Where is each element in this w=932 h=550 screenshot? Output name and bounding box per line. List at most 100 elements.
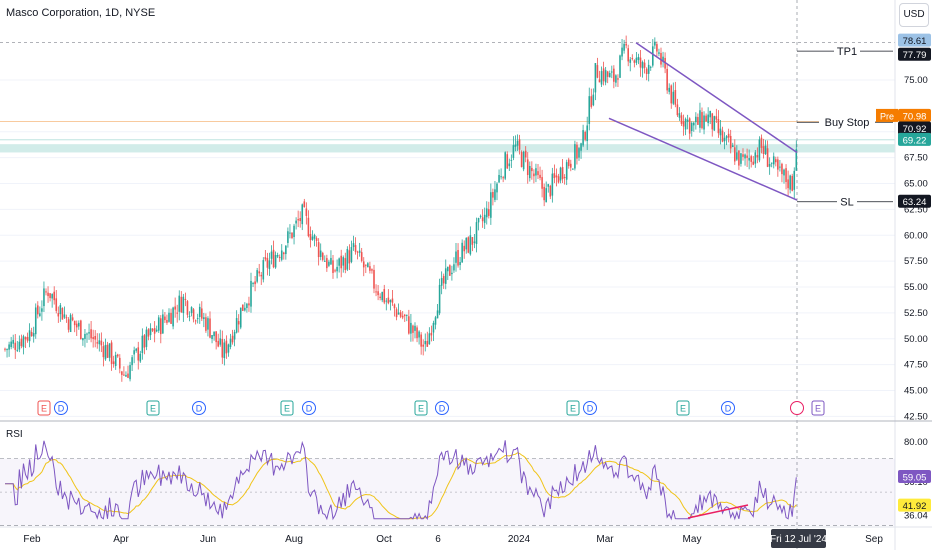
candle-body [65, 317, 68, 319]
candle-body [270, 251, 273, 259]
candle-body [791, 175, 793, 191]
candle-body [613, 68, 615, 82]
earnings-marker [414, 400, 428, 416]
earnings-marker [146, 400, 160, 416]
candle-body [131, 357, 133, 366]
candle-body [49, 293, 51, 299]
candle-body [114, 354, 117, 367]
candle-body [141, 335, 144, 354]
candle-body [682, 121, 685, 127]
candle-body [600, 71, 603, 85]
candle-body [39, 313, 41, 316]
candle-body [360, 252, 363, 261]
candle-body [334, 270, 336, 272]
candle-body [775, 159, 777, 163]
candle-body [461, 242, 463, 263]
candle-body [188, 315, 191, 317]
candle-body [264, 257, 267, 260]
candle-body [362, 261, 365, 268]
price-tick-label: 55.00 [904, 282, 928, 293]
candle-body [518, 139, 521, 150]
split-marker-icon [790, 401, 804, 415]
candle-body [479, 215, 482, 217]
candle-body [285, 245, 287, 255]
candle-body [330, 257, 332, 265]
candle-body [570, 163, 572, 168]
candle-body [34, 307, 37, 335]
candle-body [102, 346, 105, 358]
candle-body [483, 214, 486, 223]
candle-body [395, 309, 398, 318]
candle-body [406, 314, 408, 316]
dividend-marker-label: D [439, 404, 446, 414]
candle-body [455, 251, 457, 263]
candle-body [162, 314, 164, 334]
candle-body [504, 152, 506, 179]
candle-body [41, 308, 43, 312]
candle-body [625, 43, 627, 46]
candle-body [676, 104, 679, 116]
candle-body [67, 319, 70, 330]
candle-body [758, 139, 761, 161]
candle-body [293, 225, 295, 238]
candle-body [467, 237, 470, 253]
candle-body [14, 342, 17, 350]
candle-body [633, 60, 636, 63]
candle-body [574, 144, 576, 169]
candle-body [172, 307, 174, 327]
candle-body [276, 254, 279, 257]
currency-button[interactable]: USD [899, 3, 929, 27]
candle-body [604, 70, 607, 83]
candle-body [516, 140, 519, 146]
dividend-marker-label: D [306, 404, 313, 414]
candle-body [121, 371, 123, 375]
candle-body [237, 321, 240, 325]
candle-body [90, 329, 92, 339]
candle-body [401, 315, 404, 318]
tag-tp1: 77.79 [903, 50, 927, 61]
candle-body [533, 173, 535, 177]
candle-body [342, 257, 345, 266]
candle-body [541, 177, 543, 189]
candle-body [326, 258, 328, 269]
candle-body [4, 348, 6, 350]
candle-body [594, 63, 597, 93]
candle-body [108, 343, 111, 358]
tag-last-bg [898, 132, 931, 146]
candle-body [623, 43, 625, 51]
tag-sl: 63.24 [903, 197, 927, 208]
candle-body [356, 251, 359, 253]
candle-body [75, 323, 78, 328]
candle-body [674, 89, 677, 105]
price-tick-label: 67.50 [904, 153, 928, 164]
candle-body [346, 248, 349, 270]
candle-body [588, 96, 591, 124]
candle-body [283, 252, 285, 255]
candle-body [8, 344, 10, 350]
dividend-marker-label: D [587, 404, 594, 414]
candle-body [287, 231, 289, 243]
dividend-marker [721, 401, 735, 415]
candle-body [754, 152, 757, 164]
candle-body [652, 46, 654, 66]
candle-body [147, 329, 150, 337]
price-tick-label: 60.00 [904, 230, 928, 241]
candle-body [69, 314, 72, 333]
candle-body [506, 154, 509, 169]
candle-body [180, 296, 183, 313]
price-tick-label: 45.00 [904, 386, 928, 397]
candle-body [186, 301, 189, 315]
candle-body [770, 162, 773, 164]
candle-body [766, 148, 769, 167]
candle-body [777, 159, 779, 170]
candle-body [529, 165, 531, 179]
dividend-marker [583, 401, 597, 415]
candle-body [559, 167, 562, 181]
time-axis-label: 2024 [508, 534, 531, 545]
candle-body [738, 150, 740, 166]
candle-body [668, 87, 670, 92]
candle-body [45, 291, 47, 293]
candle-body [274, 254, 277, 268]
candle-body [96, 342, 99, 344]
